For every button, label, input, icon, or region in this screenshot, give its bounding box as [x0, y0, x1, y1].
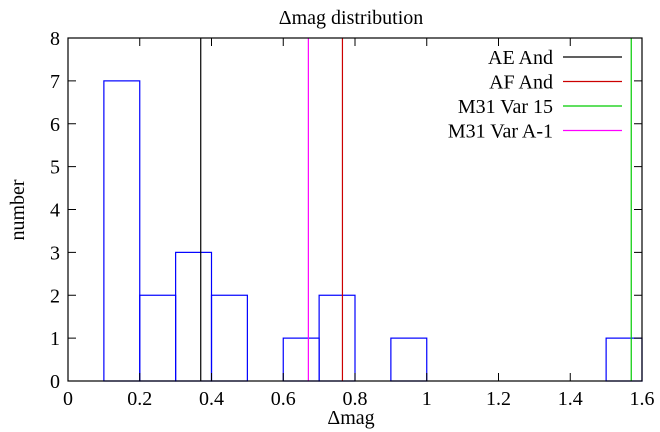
- histogram-bar-1: [139, 294, 177, 382]
- x-tick-label-2: 0.4: [199, 388, 224, 410]
- x-tick-label-6: 1.2: [486, 388, 511, 410]
- histogram-bar-5: [318, 294, 356, 382]
- x-tick-label-5: 1: [422, 388, 432, 410]
- plot-area: 0 1 2 3 4 5 6 7 8 0 0.2 0.4 0.6 0.8 1 1.2 1.4 1.6 AE And AF…: [50, 28, 655, 410]
- y-tick-label-8: 8: [50, 28, 60, 50]
- y-tick-label-4: 4: [50, 200, 60, 222]
- y-tick-label-0: 0: [50, 371, 60, 393]
- legend-label-2: M31 Var 15: [458, 96, 553, 118]
- y-axis-label: number: [7, 179, 29, 240]
- y-tick-label-2: 2: [50, 285, 60, 307]
- y-tick-label-5: 5: [50, 157, 60, 179]
- histogram-bar-2: [175, 251, 213, 382]
- y-tick-label-7: 7: [50, 71, 60, 93]
- y-tick-label-6: 6: [50, 114, 60, 136]
- legend-label-1: AF And: [489, 72, 553, 94]
- x-tick-label-1: 0.2: [127, 388, 152, 410]
- x-tick-label-4: 0.8: [343, 388, 368, 410]
- histogram-bar-0: [103, 80, 141, 382]
- x-tick-label-8: 1.6: [630, 388, 655, 410]
- legend-label-0: AE And: [488, 47, 553, 69]
- x-tick-label-0: 0: [63, 388, 73, 410]
- x-tick-label-3: 0.6: [271, 388, 296, 410]
- y-tick-label-3: 3: [50, 242, 60, 264]
- chart-title: Δmag distribution: [279, 7, 424, 29]
- x-tick-label-7: 1.4: [558, 388, 583, 410]
- histogram-bar-4: [282, 337, 320, 382]
- histogram-bar-7: [605, 337, 643, 382]
- x-axis-label: Δmag: [327, 407, 374, 429]
- y-tick-label-1: 1: [50, 328, 60, 350]
- histogram-bar-3: [210, 294, 248, 382]
- legend-label-3: M31 Var A-1: [448, 121, 553, 143]
- histogram-bar-6: [390, 337, 428, 382]
